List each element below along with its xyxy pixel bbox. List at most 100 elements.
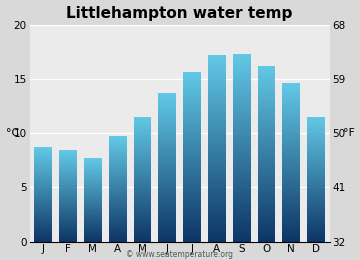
Bar <box>257 144 275 146</box>
Bar <box>307 171 325 172</box>
Bar <box>134 146 151 147</box>
Bar <box>208 224 226 225</box>
Bar <box>282 147 300 148</box>
Bar <box>233 223 251 224</box>
Bar <box>233 94 251 95</box>
Bar <box>183 116 201 118</box>
Bar <box>282 214 300 215</box>
Bar <box>109 226 127 227</box>
Bar <box>208 167 226 168</box>
Bar <box>257 179 275 181</box>
Bar <box>208 94 226 95</box>
Bar <box>282 103 300 104</box>
Bar <box>84 225 102 226</box>
Bar <box>257 89 275 90</box>
Bar <box>84 237 102 238</box>
Bar <box>109 190 127 191</box>
Bar <box>134 159 151 160</box>
Bar <box>307 211 325 212</box>
Bar <box>158 227 176 228</box>
Bar <box>109 214 127 215</box>
Bar <box>257 226 275 228</box>
Bar <box>183 154 201 155</box>
Bar <box>183 102 201 103</box>
Bar <box>183 120 201 121</box>
Bar <box>134 174 151 175</box>
Bar <box>158 203 176 204</box>
Bar <box>257 160 275 161</box>
Bar <box>109 241 127 242</box>
Bar <box>307 140 325 141</box>
Bar <box>134 132 151 133</box>
Bar <box>307 117 325 118</box>
Bar <box>233 119 251 120</box>
Bar <box>134 207 151 208</box>
Bar <box>183 113 201 114</box>
Bar <box>84 224 102 225</box>
Bar <box>257 70 275 72</box>
Bar <box>282 138 300 139</box>
Bar <box>109 188 127 189</box>
Bar <box>158 207 176 208</box>
Bar <box>307 186 325 187</box>
Bar <box>282 133 300 134</box>
Bar <box>183 104 201 105</box>
Bar <box>34 152 52 153</box>
Bar <box>134 166 151 167</box>
Bar <box>257 147 275 148</box>
Bar <box>59 214 77 215</box>
Bar <box>158 219 176 220</box>
Bar <box>134 131 151 132</box>
Bar <box>282 190 300 191</box>
Bar <box>307 223 325 224</box>
Bar <box>307 167 325 168</box>
Bar <box>282 104 300 105</box>
Bar <box>208 138 226 140</box>
Bar <box>307 235 325 236</box>
Bar <box>233 177 251 178</box>
Bar <box>282 210 300 211</box>
Bar <box>109 210 127 211</box>
Bar <box>158 198 176 199</box>
Bar <box>282 168 300 169</box>
Bar <box>282 181 300 183</box>
Bar <box>233 152 251 153</box>
Bar <box>109 162 127 163</box>
Bar <box>257 83 275 85</box>
Bar <box>183 181 201 182</box>
Bar <box>233 55 251 56</box>
Bar <box>282 135 300 136</box>
Bar <box>183 176 201 177</box>
Bar <box>134 219 151 220</box>
Bar <box>307 182 325 183</box>
Bar <box>208 183 226 184</box>
Bar <box>282 225 300 226</box>
Bar <box>208 133 226 135</box>
Bar <box>307 164 325 165</box>
Bar <box>233 116 251 118</box>
Bar <box>282 231 300 232</box>
Bar <box>208 161 226 162</box>
Bar <box>183 99 201 101</box>
Bar <box>282 199 300 200</box>
Bar <box>183 82 201 83</box>
Bar <box>257 188 275 189</box>
Bar <box>233 69 251 70</box>
Bar <box>59 160 77 161</box>
Bar <box>233 168 251 169</box>
Bar <box>307 141 325 142</box>
Bar <box>158 191 176 192</box>
Bar <box>282 180 300 181</box>
Bar <box>307 238 325 239</box>
Bar <box>233 212 251 213</box>
Bar <box>158 205 176 206</box>
Bar <box>183 213 201 214</box>
Bar <box>134 164 151 165</box>
Bar <box>84 168 102 169</box>
Bar <box>59 216 77 217</box>
Bar <box>158 196 176 197</box>
Bar <box>208 173 226 174</box>
Bar <box>158 110 176 111</box>
Bar <box>282 158 300 159</box>
Bar <box>307 201 325 202</box>
